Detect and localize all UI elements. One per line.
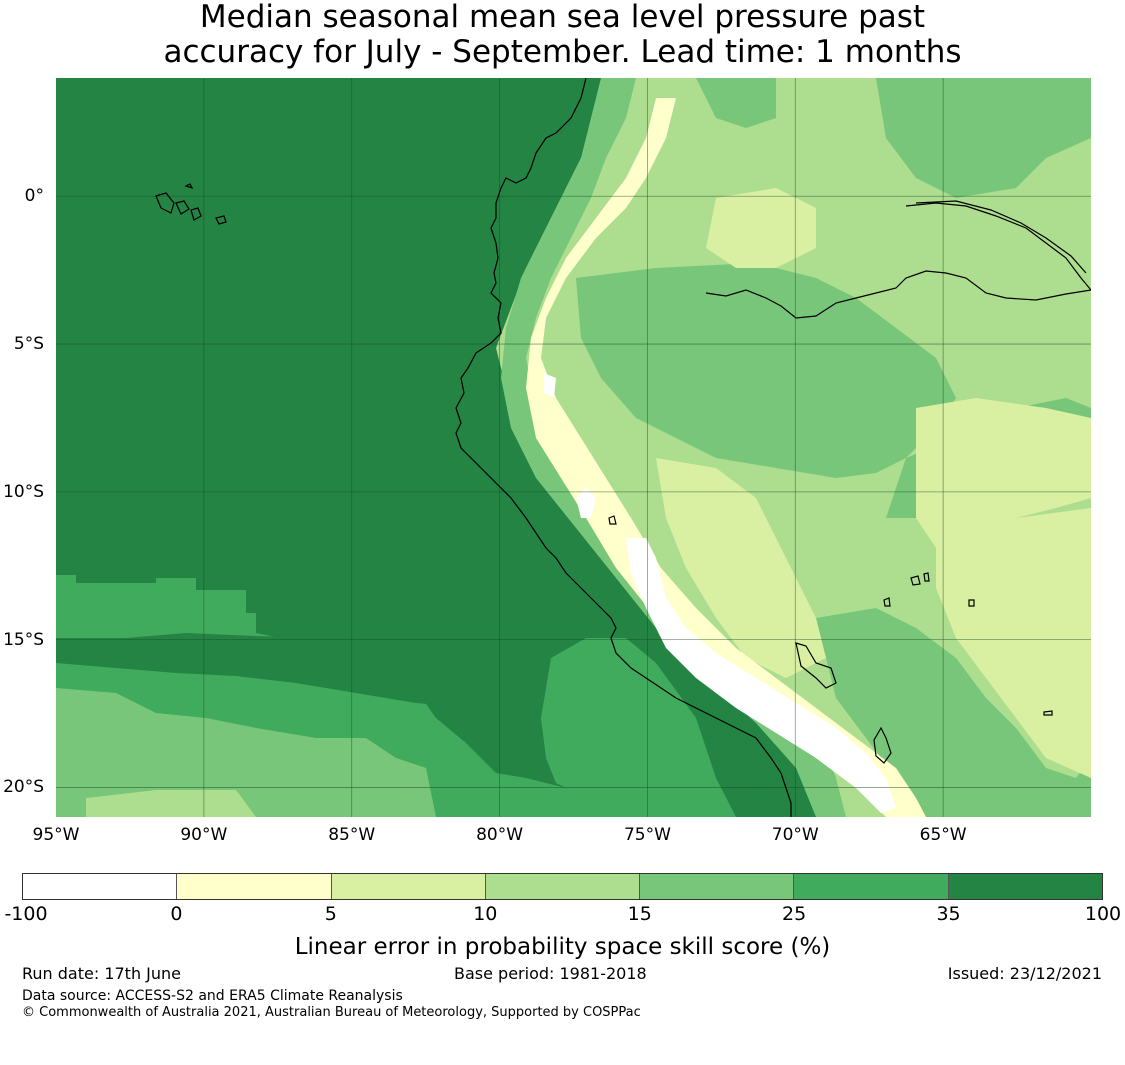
region-amazon-15-a [576, 263, 956, 478]
data-source: Data source: ACCESS-S2 and ERA5 Climate … [22, 988, 403, 1004]
colorbar [22, 873, 1103, 900]
island-peru-coast [608, 515, 617, 525]
lon-label: 85°W [328, 825, 376, 845]
lat-label: 10°S [3, 481, 44, 502]
colorbar-tick-label: 5 [324, 903, 337, 925]
colorbar-segment [640, 874, 795, 899]
title-line-2: accuracy for July - September. Lead time… [163, 34, 962, 70]
river-amazon-2 [915, 200, 1087, 274]
region-south-ocean-35-band [56, 633, 566, 708]
island-galapagos-5 [184, 183, 194, 190]
region-land-5-c [656, 458, 826, 678]
colorbar-label: Linear error in probability space skill … [294, 934, 831, 960]
river-maranon [705, 270, 1091, 319]
lat-label: 5°S [13, 334, 44, 355]
region-peru-offshore-25 [541, 638, 736, 817]
colorbar-segment [948, 874, 1102, 899]
colorbar-segment [794, 874, 949, 899]
lat-label: 20°S [3, 777, 44, 798]
lon-label: 65°W [919, 825, 967, 845]
colorbar-segment [177, 874, 332, 899]
colorbar-segment [331, 874, 486, 899]
island-galapagos-4 [215, 215, 227, 225]
region-white-b [626, 538, 896, 813]
lake-small-2 [923, 572, 930, 582]
base-period: Base period: 1981-2018 [454, 964, 647, 983]
lon-label: 80°W [476, 825, 524, 845]
lon-label: 95°W [32, 825, 80, 845]
colorbar-tick-label: 0 [170, 903, 183, 925]
region-white-c [544, 373, 556, 398]
run-date: Run date: 17th June [22, 964, 182, 983]
region-land-5-b [916, 398, 1091, 548]
lon-label: 90°W [180, 825, 228, 845]
region-south-ocean-15 [56, 688, 436, 817]
title-line-1: Median seasonal mean sea level pressure … [199, 0, 926, 35]
coastline-south-america [455, 78, 792, 817]
region-amazon-15-b [876, 78, 1091, 198]
colorbar-tick-label: 35 [936, 903, 961, 925]
lat-label: 0° [24, 186, 44, 207]
region-land-5-a [706, 188, 816, 268]
colorbar-tick-label: 100 [1084, 903, 1122, 925]
lake-small-3 [883, 597, 891, 607]
colorbar-segment [23, 874, 178, 899]
copyright: © Commonwealth of Australia 2021, Austra… [22, 1005, 641, 1020]
region-white-a [576, 488, 596, 518]
colorbar-tick-label: 15 [627, 903, 652, 925]
colorbar-tick-label: 25 [782, 903, 807, 925]
lake-small-5 [1043, 710, 1053, 716]
island-galapagos-1 [155, 192, 175, 214]
colorbar-tick-label: -100 [4, 903, 48, 925]
region-altiplano-15 [816, 608, 1091, 817]
colorbar-tick-label: 10 [473, 903, 498, 925]
issued-date: Issued: 23/12/2021 [947, 964, 1102, 983]
region-north-15 [696, 78, 776, 128]
lake-poopo [873, 726, 892, 764]
lat-label: 15°S [3, 629, 44, 650]
map-title: Median seasonal mean sea level pressure … [0, 0, 1125, 70]
lake-small-4 [968, 599, 975, 607]
lon-label: 75°W [623, 825, 671, 845]
skill-score-map [56, 78, 1091, 817]
island-galapagos-2 [175, 200, 190, 215]
lake-titicaca [795, 642, 837, 689]
colorbar-segment [485, 874, 641, 899]
lake-small-1 [910, 575, 921, 586]
island-galapagos-3 [190, 207, 202, 221]
lon-label: 70°W [771, 825, 819, 845]
coastlines [155, 78, 1091, 817]
map-canvas [56, 78, 1091, 817]
region-south-ocean-10 [86, 790, 256, 817]
river-amazon [905, 202, 1091, 291]
